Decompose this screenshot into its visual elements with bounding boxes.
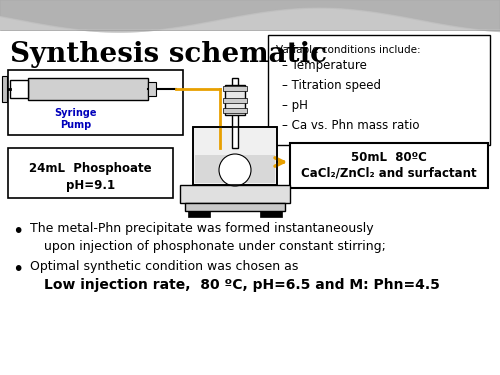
Text: Low injection rate,  80 ºC, pH=6.5 and M: Phn=4.5: Low injection rate, 80 ºC, pH=6.5 and M:… [44, 278, 440, 292]
Bar [8, 70, 183, 135]
Text: The metal-Phn precipitate was formed instantaneously: The metal-Phn precipitate was formed ins… [30, 222, 374, 235]
Bar [268, 35, 490, 145]
Bar [0, 0, 500, 30]
Bar [232, 78, 238, 148]
Bar [195, 155, 275, 183]
Bar [260, 211, 282, 217]
Text: 24mL  Phosphoate
pH=9.1: 24mL Phosphoate pH=9.1 [29, 162, 152, 192]
Bar [10, 80, 28, 98]
Bar [185, 203, 285, 211]
Bar [290, 143, 488, 188]
Text: CaCl₂/ZnCl₂ and surfactant: CaCl₂/ZnCl₂ and surfactant [301, 167, 477, 180]
Text: Synthesis schematic: Synthesis schematic [10, 42, 327, 69]
Text: Syringe
Pump: Syringe Pump [54, 108, 97, 130]
Bar [188, 211, 210, 217]
Text: 50mL  80ºC: 50mL 80ºC [351, 151, 427, 164]
Text: Optimal synthetic condition was chosen as: Optimal synthetic condition was chosen a… [30, 260, 298, 273]
Bar [193, 127, 277, 185]
Bar [180, 185, 290, 203]
Bar [28, 78, 148, 100]
Bar [225, 85, 245, 115]
Bar [223, 86, 247, 91]
Text: •: • [12, 260, 24, 279]
Bar [2, 76, 7, 102]
Bar [8, 148, 173, 198]
Text: – Temperature: – Temperature [282, 59, 367, 72]
Bar [148, 82, 156, 96]
Bar [193, 127, 277, 185]
Bar [223, 98, 247, 103]
Text: – Ca vs. Phn mass ratio: – Ca vs. Phn mass ratio [282, 119, 420, 132]
Text: – pH: – pH [282, 99, 308, 112]
Text: – Titration speed: – Titration speed [282, 79, 381, 92]
Text: •: • [12, 222, 24, 241]
Text: Variable conditions include:: Variable conditions include: [276, 45, 420, 55]
Bar [223, 108, 247, 113]
Circle shape [219, 154, 251, 186]
Text: upon injection of phosphonate under constant stirring;: upon injection of phosphonate under cons… [44, 240, 386, 253]
